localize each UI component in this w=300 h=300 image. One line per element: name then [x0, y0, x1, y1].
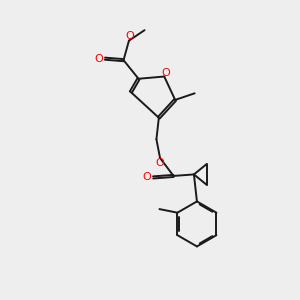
- Text: O: O: [143, 172, 152, 182]
- Text: O: O: [94, 54, 103, 64]
- Text: O: O: [161, 68, 170, 78]
- Text: O: O: [125, 31, 134, 41]
- Text: O: O: [156, 158, 164, 168]
